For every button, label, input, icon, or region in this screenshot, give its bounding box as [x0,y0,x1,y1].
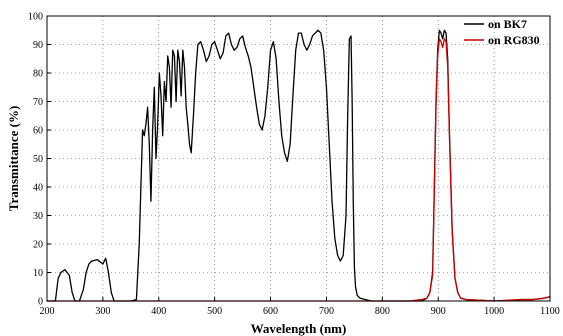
x-tick-label: 1000 [484,306,504,317]
y-tick-label: 100 [28,12,43,23]
legend-label: on RG830 [488,33,540,47]
plot-frame [46,15,551,302]
grid [47,16,550,301]
y-tick-label: 90 [33,40,43,51]
series-line-bk7 [46,29,551,302]
x-tick-label: 700 [319,306,334,317]
y-tick-label: 0 [38,297,43,308]
x-tick-label: 600 [263,306,278,317]
legend-label: on BK7 [488,17,527,31]
tick-labels: 200 300 400 500 600 700 800 900 1000 1100 0 10 20 30 4… [28,12,560,318]
y-tick-label: 70 [33,97,43,108]
legend: on BK7 on RG830 [464,17,540,47]
y-tick-label: 10 [33,268,43,279]
y-tick-label: 80 [33,69,43,80]
x-axis-title: Wavelength (nm) [251,321,347,336]
y-axis-title: Transmittance (%) [6,106,21,212]
series-lines [46,29,551,302]
x-tick-label: 1100 [540,306,560,317]
series-line-rg830 [46,38,551,302]
y-tick-label: 50 [33,154,43,165]
x-tick-label: 200 [40,306,55,317]
x-tick-label: 400 [151,306,166,317]
x-tick-label: 500 [207,306,222,317]
y-tick-label: 40 [33,183,43,194]
x-tick-label: 900 [431,306,446,317]
x-tick-label: 300 [95,306,110,317]
y-tick-label: 20 [33,240,43,251]
x-tick-label: 800 [375,306,390,317]
y-tick-label: 30 [33,211,43,222]
y-tick-label: 60 [33,126,43,137]
